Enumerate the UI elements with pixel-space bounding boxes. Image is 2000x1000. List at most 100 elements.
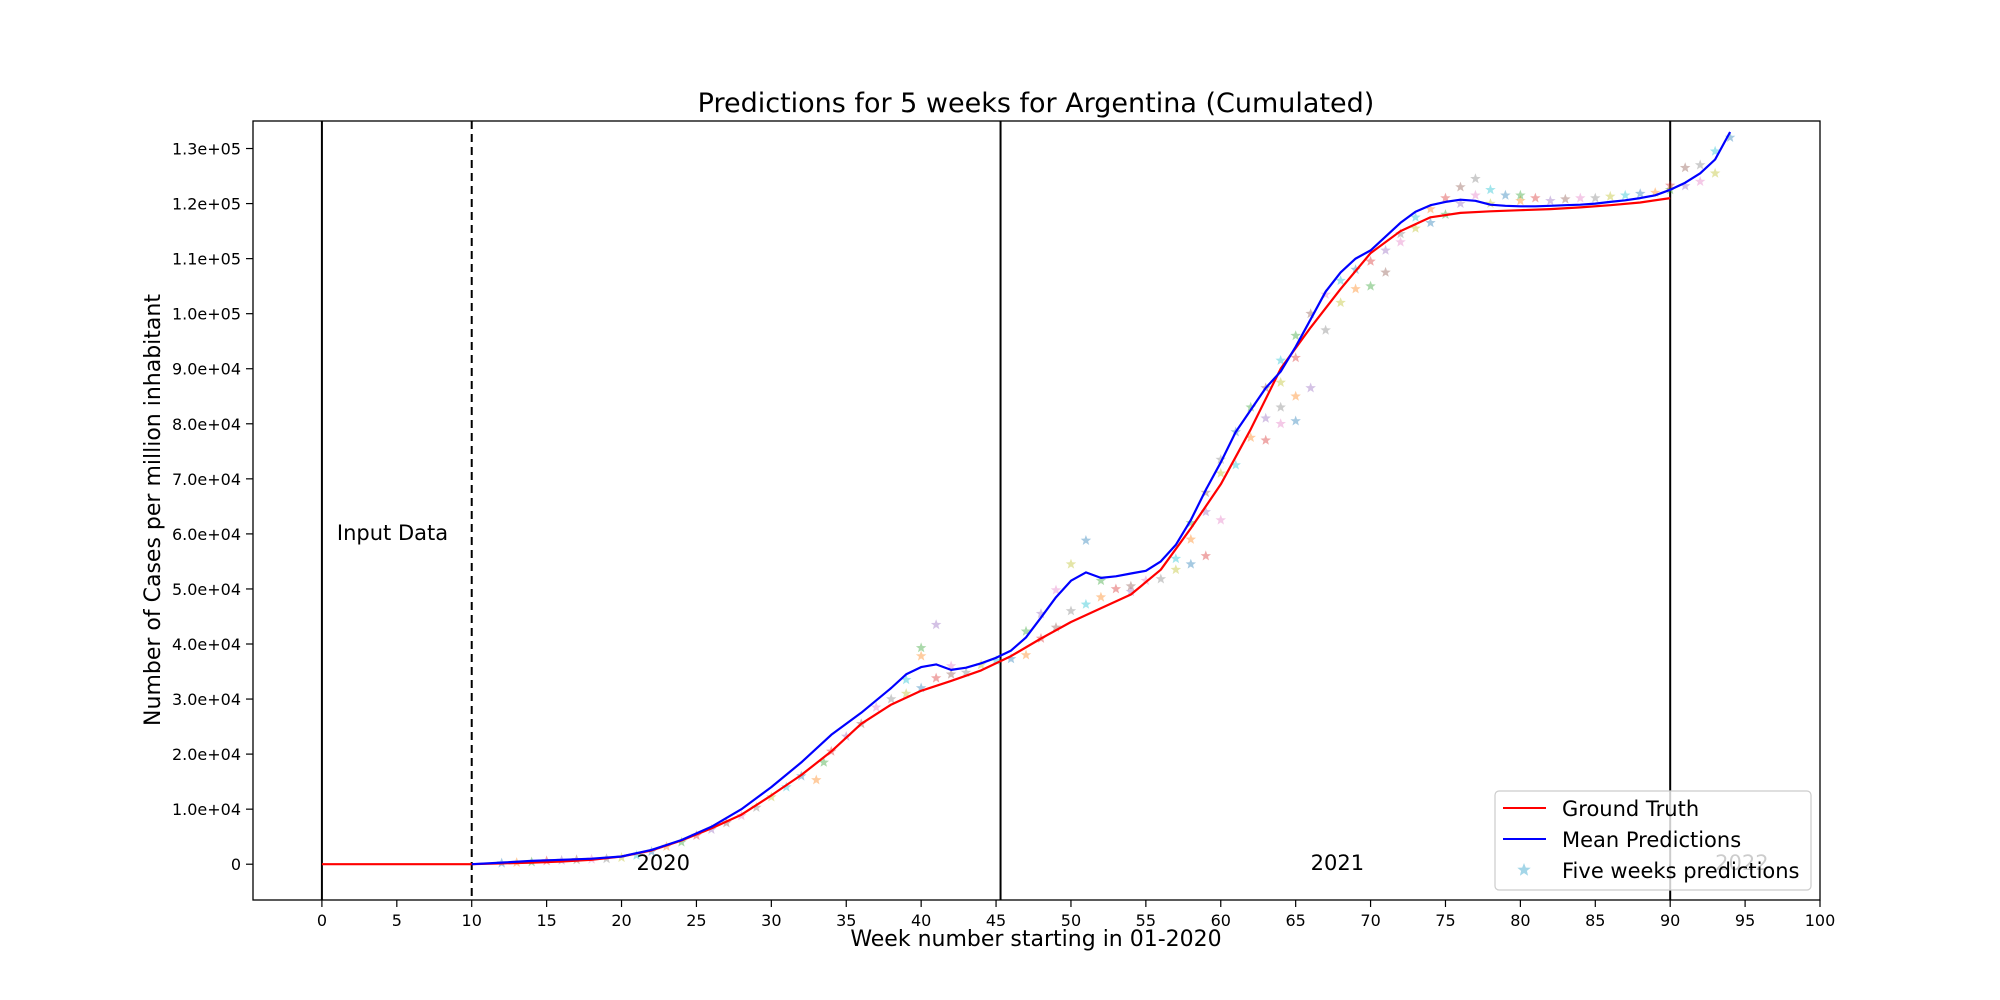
prediction-star-point [1275, 401, 1286, 412]
prediction-star-point [781, 781, 792, 792]
y-tick-label: 1.1e+05 [172, 250, 241, 269]
prediction-star-point [1709, 145, 1721, 156]
prediction-star-point [631, 849, 642, 860]
prediction-star-point [1635, 188, 1646, 199]
y-tick-label: 0 [231, 855, 241, 874]
prediction-star-point [818, 756, 829, 767]
prediction-star-point [1290, 415, 1301, 426]
prediction-star-point [1515, 195, 1526, 206]
prediction-star-point [1320, 324, 1331, 335]
plot-frame [252, 120, 1821, 901]
plot-background [253, 121, 1820, 900]
prediction-star-point [1665, 179, 1676, 190]
prediction-star-point [900, 688, 912, 698]
prediction-star-point [1500, 189, 1511, 200]
x-tick-label: 85 [1585, 911, 1605, 930]
x-tick-label: 70 [1360, 911, 1380, 930]
prediction-star-point [1140, 575, 1152, 586]
x-axis-label: Week number starting in 01-2020 [850, 927, 1221, 952]
prediction-star-point [1185, 558, 1196, 569]
x-axis-ticks: 0 5 10 15 20 25 30 35 40 45 50 55 60 65 70 75 80 85 90 95 10… [317, 900, 1835, 930]
prediction-star-point [990, 655, 1002, 665]
period-separators [320, 121, 1672, 900]
x-tick-label: 50 [1061, 911, 1081, 930]
x-tick-label: 35 [836, 911, 856, 930]
prediction-star-point [1380, 266, 1391, 277]
x-tick-label: 65 [1285, 911, 1305, 930]
y-tick-label: 5.0e+04 [172, 580, 241, 599]
chart-title: Predictions for 5 weeks for Argentina (C… [698, 88, 1375, 119]
prediction-star-point [1050, 584, 1062, 595]
prediction-star-point [1080, 535, 1092, 545]
prediction-star-point [1590, 192, 1601, 203]
prediction-star-point [1080, 598, 1092, 609]
y-tick-label: 1.3e+05 [172, 140, 241, 159]
prediction-star-point [1605, 190, 1616, 201]
x-tick-label: 15 [536, 911, 556, 930]
x-tick-label: 80 [1510, 911, 1530, 930]
prediction-star-point [751, 802, 762, 812]
annotation-label: 2021 [1311, 851, 1364, 875]
prediction-star-point [1485, 198, 1496, 208]
prediction-star-point [1679, 162, 1691, 173]
prediction-star-point [1245, 432, 1256, 442]
prediction-star-point [1275, 377, 1286, 387]
prediction-star-point [1020, 625, 1032, 636]
prediction-star-point [1545, 195, 1556, 206]
prediction-star-point [1125, 586, 1137, 597]
prediction-star-point [1185, 517, 1196, 528]
prediction-star-point [1395, 236, 1406, 247]
prediction-star-point [1260, 412, 1271, 423]
x-tick-label: 100 [1805, 911, 1836, 930]
y-tick-label: 1.0e+05 [172, 305, 241, 324]
prediction-star-point [945, 668, 957, 679]
x-tick-label: 75 [1435, 911, 1455, 930]
prediction-star-point [1694, 159, 1706, 170]
prediction-star-point [1200, 550, 1211, 561]
prediction-star-point [1650, 187, 1661, 197]
prediction-star-point [930, 672, 942, 683]
y-tick-label: 9.0e+04 [172, 360, 241, 379]
prediction-star-point [1679, 180, 1691, 191]
y-tick-label: 6.0e+04 [172, 525, 241, 544]
x-tick-label: 30 [761, 911, 781, 930]
prediction-star-point [945, 660, 957, 671]
prediction-star-point [1410, 222, 1421, 233]
prediction-star-point [1260, 434, 1271, 445]
prediction-star-point [1200, 506, 1211, 517]
x-tick-label: 60 [1211, 911, 1231, 930]
prediction-star-point [1575, 192, 1586, 203]
y-tick-label: 1.0e+04 [172, 800, 241, 819]
prediction-star-point [1425, 203, 1436, 214]
prediction-star-point [1095, 575, 1107, 586]
prediction-star-point [1709, 167, 1721, 178]
prediction-star-point [1125, 580, 1137, 591]
prediction-star-point [915, 650, 927, 661]
prediction-star-point [1305, 382, 1316, 393]
prediction-star-point [1395, 228, 1406, 239]
prediction-star-point [1095, 591, 1107, 602]
legend-five-weeks-label: Five weeks predictions [1562, 859, 1800, 883]
y-axis-ticks: 0 1.0e+04 2.0e+04 3.0e+04 4.0e+04 5.0e+04 6.0e… [172, 140, 253, 874]
prediction-star-point [1515, 189, 1526, 200]
prediction-star-point [1215, 514, 1226, 525]
prediction-star-point [1020, 649, 1032, 660]
prediction-star-point [1440, 192, 1451, 203]
prediction-star-point [1380, 244, 1391, 255]
annotation-label: Input Data [337, 521, 448, 545]
prediction-star-point [1290, 390, 1301, 401]
legend-five-weeks-star-icon [1517, 863, 1531, 876]
prediction-star-point [930, 619, 942, 630]
x-tick-label: 90 [1660, 911, 1680, 930]
x-tick-label: 55 [1136, 911, 1156, 930]
legend-box [1494, 790, 1812, 891]
annotation-label: 2020 [637, 851, 690, 875]
x-tick-label: 0 [317, 911, 327, 930]
prediction-star-point [1170, 553, 1182, 564]
x-tick-label: 20 [611, 911, 631, 930]
y-tick-label: 1.2e+05 [172, 195, 241, 214]
prediction-star-point [841, 731, 852, 741]
prediction-star-point [1485, 184, 1496, 195]
x-tick-label: 10 [462, 911, 482, 930]
x-tick-label: 5 [392, 911, 402, 930]
